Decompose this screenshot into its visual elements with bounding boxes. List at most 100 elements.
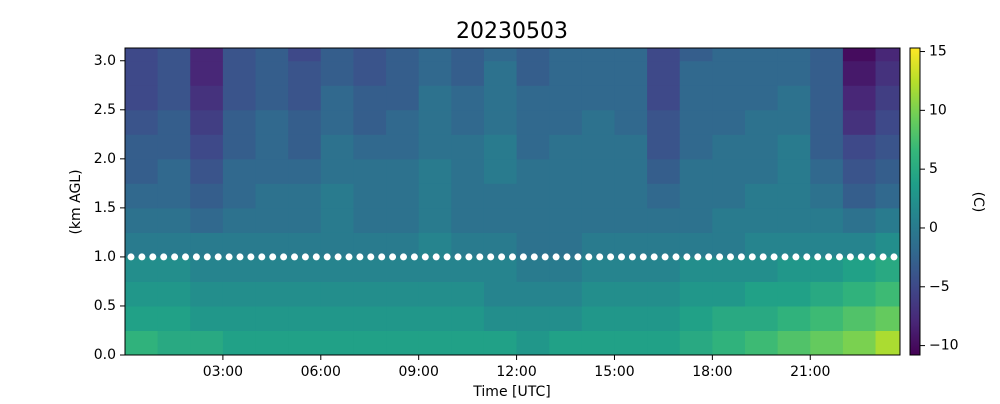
heatmap-cell [386,281,420,307]
heatmap-cell [581,158,615,184]
heatmap-cell [581,281,615,307]
heatmap-cell [647,109,681,135]
heatmap-cell [157,305,191,331]
heatmap-cell [483,109,518,135]
heatmap-cell [842,330,877,356]
heatmap-cell [516,158,550,184]
heatmap-cell [222,256,257,282]
heatmap-cell [777,134,811,160]
heatmap-cell [157,109,191,135]
heatmap-cell [745,60,779,86]
heatmap-cell [483,48,518,62]
heatmap-cell [190,85,224,111]
heatmap-cell [745,232,779,258]
heatmap-cell [157,330,191,356]
heatmap-cell [875,183,901,209]
heatmap-cell [581,183,615,209]
heatmap-cell [451,158,485,184]
heatmap-cell [549,109,583,135]
heatmap-cell [157,85,191,111]
heatmap-cell [777,48,811,62]
heatmap-cell [647,256,681,282]
heatmap-cell [745,305,779,331]
heatmap-cell [353,109,387,135]
heatmap-cell [614,183,648,209]
heatmap-cell [157,134,191,160]
heatmap-cell [125,330,159,356]
heatmap-cell [418,60,452,86]
heatmap-cell [451,109,485,135]
heatmap-cell [745,158,779,184]
heatmap-cell [386,60,420,86]
heatmap-cell [549,305,583,331]
heatmap-cell [647,158,681,184]
heatmap-cell [418,134,452,160]
heatmap-cell [777,158,811,184]
y-tick-label: 1.5 [94,200,116,216]
heatmap-cell [255,305,289,331]
x-tick-label: 15:00 [594,364,634,380]
heatmap-cell [320,256,354,282]
heatmap-cell [614,85,648,111]
heatmap-cell [777,85,811,111]
heatmap-cell [679,158,713,184]
heatmap-cell [157,256,191,282]
colorbar-tick-label: 15 [929,44,947,60]
heatmap-cell [451,60,485,86]
heatmap-cell [386,109,420,135]
heatmap-cell [222,60,257,86]
heatmap-cell [320,158,354,184]
heatmap-cell [418,85,452,111]
heatmap-cell [842,60,877,86]
heatmap-cell [125,183,159,209]
heatmap-cell [712,60,746,86]
heatmap-cell [712,232,746,258]
colorbar-tick-label: −10 [929,338,959,354]
heatmap-cell [418,305,452,331]
heatmap-cell [353,60,387,86]
heatmap-cell [288,85,322,111]
heatmap-cell [353,85,387,111]
y-tick-label: 0.0 [94,347,116,363]
heatmap-cell [288,109,322,135]
heatmap-cell [777,256,811,282]
heatmap-cell [451,134,485,160]
heatmap-cell [614,109,648,135]
heatmap-cell [222,232,257,258]
heatmap-cell [125,207,159,233]
heatmap-cell [222,158,257,184]
heatmap-cell [418,109,452,135]
heatmap-cell [190,48,224,62]
heatmap-cell [418,183,452,209]
heatmap-cell [647,281,681,307]
heatmap-cell [842,85,877,111]
heatmap-cell [581,256,615,282]
heatmap-cell [745,281,779,307]
heatmap-cell [483,183,518,209]
heatmap-cell [712,158,746,184]
colorbar-tick-label: −5 [929,279,950,295]
heatmap-cell [679,330,713,356]
heatmap-cell [842,109,877,135]
heatmap-cell [810,183,844,209]
heatmap-cell [190,183,224,209]
heatmap-cell [875,134,901,160]
heatmap-cell [386,232,420,258]
heatmap-cell [353,48,387,62]
heatmap-cell [353,330,387,356]
heatmap-cell [353,134,387,160]
heatmap-cell [875,305,901,331]
heatmap-cell [679,256,713,282]
heatmap-cell [190,256,224,282]
heatmap-cell [875,109,901,135]
heatmap-cell [581,48,615,62]
heatmap-cell [647,85,681,111]
colorbar-label: (C) [970,192,986,213]
heatmap-cell [581,232,615,258]
heatmap-cell [712,256,746,282]
heatmap-cell [777,281,811,307]
heatmap-cell [679,183,713,209]
heatmap-cell [875,85,901,111]
heatmap-cell [777,109,811,135]
heatmap-cell [320,183,354,209]
